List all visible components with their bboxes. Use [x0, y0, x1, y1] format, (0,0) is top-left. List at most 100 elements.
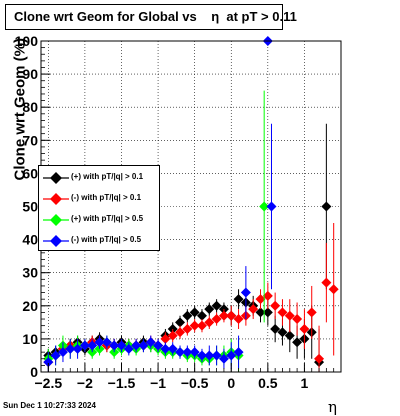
data-point	[87, 340, 98, 351]
data-point	[240, 287, 251, 298]
data-point	[204, 350, 215, 361]
data-point	[270, 300, 281, 311]
data-point	[182, 323, 193, 334]
y-tick-label: 30	[22, 265, 38, 281]
y-tick-label: 70	[22, 132, 38, 148]
data-point	[233, 294, 244, 305]
data-point	[226, 310, 237, 321]
x-tick-label: −0.5	[181, 375, 209, 391]
legend-marker	[43, 235, 69, 247]
data-point	[138, 340, 149, 351]
data-point	[277, 307, 288, 318]
y-tick-label: 90	[22, 66, 38, 82]
data-point	[196, 310, 207, 321]
data-point	[292, 314, 303, 325]
legend-label: (-) with pT/|q| > 0.1	[71, 193, 142, 202]
legend-marker	[43, 214, 69, 226]
data-point	[182, 347, 193, 358]
chart-title: Clone wrt Geom for Global vs η at pT > 0…	[5, 4, 297, 30]
x-tick-label: 1	[301, 375, 309, 391]
y-axis-label: Clone wrt Geom (%)	[11, 37, 29, 181]
data-point	[262, 290, 273, 301]
x-axis-label: η	[328, 398, 337, 416]
legend: (+) with pT/|q| > 0.1 (-) with pT/|q| > …	[38, 165, 160, 251]
data-point	[72, 343, 83, 354]
y-tick-label: 60	[22, 165, 38, 181]
y-tick-label: 50	[22, 199, 38, 215]
data-point	[57, 347, 68, 358]
data-point	[131, 340, 142, 351]
series-group	[43, 223, 339, 372]
data-point	[321, 277, 332, 288]
y-tick-label: 100	[15, 33, 39, 49]
data-point	[167, 330, 178, 341]
data-point	[259, 201, 270, 212]
data-point	[145, 337, 156, 348]
series-group	[43, 36, 277, 372]
data-point	[314, 353, 325, 364]
legend-label: (+) with pT/|q| > 0.5	[71, 214, 144, 223]
y-tick-label: 40	[22, 232, 38, 248]
x-tick-label: 0.5	[258, 375, 278, 391]
y-tick-label: 0	[30, 364, 38, 380]
data-point	[277, 327, 288, 338]
data-point	[211, 300, 222, 311]
data-point	[160, 343, 171, 354]
data-point	[204, 317, 215, 328]
y-tick-label: 20	[22, 298, 38, 314]
data-point	[65, 343, 76, 354]
data-point	[175, 317, 186, 328]
data-point	[306, 307, 317, 318]
data-point	[196, 320, 207, 331]
data-point	[299, 323, 310, 334]
data-point	[292, 337, 303, 348]
x-tick-label: −2	[77, 375, 93, 391]
data-point	[284, 330, 295, 341]
data-point	[101, 337, 112, 348]
data-point	[204, 304, 215, 315]
data-point	[328, 284, 339, 295]
x-tick-label: −1.5	[108, 375, 136, 391]
legend-label: (+) with pT/|q| > 0.1	[71, 172, 144, 181]
series-layer	[43, 36, 339, 372]
y-tick-label: 10	[22, 331, 38, 347]
data-point	[94, 337, 105, 348]
data-point	[233, 314, 244, 325]
data-point	[123, 343, 134, 354]
data-point	[167, 343, 178, 354]
data-point	[226, 350, 237, 361]
x-tick-label: 0	[227, 375, 235, 391]
data-point	[109, 340, 120, 351]
legend-marker	[43, 193, 69, 205]
data-point	[248, 304, 259, 315]
legend-marker	[43, 172, 69, 184]
data-point	[270, 323, 281, 334]
legend-entry: (+) with pT/|q| > 0.5	[39, 210, 159, 230]
legend-entry: (+) with pT/|q| > 0.1	[39, 168, 159, 188]
data-point	[50, 350, 61, 361]
data-point	[189, 320, 200, 331]
legend-entry: (-) with pT/|q| > 0.1	[39, 189, 159, 209]
data-point	[43, 357, 54, 368]
data-point	[321, 201, 332, 212]
data-point	[116, 340, 127, 351]
x-tick-label: −1	[150, 375, 166, 391]
data-point	[218, 310, 229, 321]
data-point	[175, 327, 186, 338]
data-point	[255, 307, 266, 318]
data-point	[153, 340, 164, 351]
data-point	[160, 333, 171, 344]
data-point	[255, 294, 266, 305]
data-point	[182, 310, 193, 321]
data-point	[266, 201, 277, 212]
data-point	[211, 314, 222, 325]
data-point	[79, 340, 90, 351]
data-point	[262, 307, 273, 318]
legend-entry: (-) with pT/|q| > 0.5	[39, 231, 159, 251]
data-point	[189, 347, 200, 358]
data-point	[189, 307, 200, 318]
data-point	[211, 350, 222, 361]
data-point	[175, 347, 186, 358]
timestamp-footer: Sun Dec 1 10:27:33 2024	[3, 401, 96, 410]
